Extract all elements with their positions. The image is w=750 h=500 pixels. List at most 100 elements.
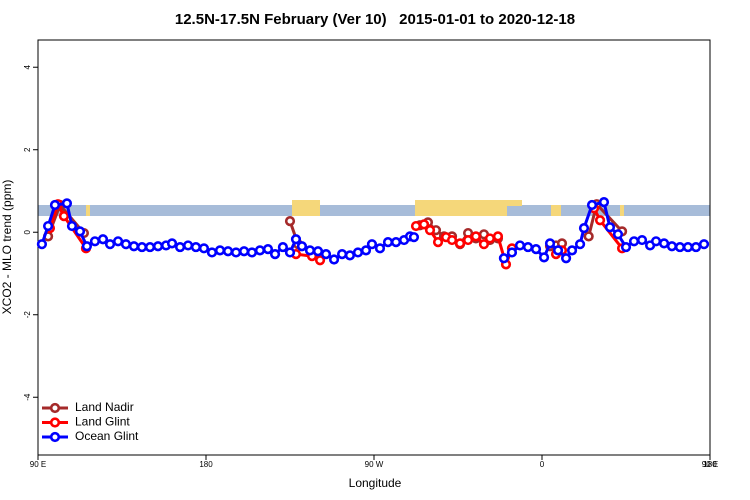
data-point (352, 247, 364, 258)
data-point (390, 237, 402, 248)
data-point (650, 236, 662, 247)
data-point (522, 241, 534, 253)
data-point (366, 239, 378, 250)
data-point (620, 241, 632, 253)
data-point (61, 198, 73, 209)
data-point (49, 199, 61, 211)
data-point (374, 243, 386, 254)
data-point (612, 229, 624, 240)
data-point (214, 245, 226, 256)
data-point (312, 246, 324, 257)
land-patch (551, 205, 561, 216)
data-point (277, 241, 289, 253)
data-point (552, 245, 564, 256)
data-point (544, 238, 556, 249)
data-point (506, 247, 518, 258)
data-point (284, 215, 296, 227)
data-point (120, 239, 132, 250)
data-point (254, 245, 266, 256)
data-point (336, 249, 348, 260)
data-point (174, 241, 186, 253)
x-tick-label: 90 E (702, 460, 718, 469)
y-axis-label: XCO2 - MLO trend (ppm) (0, 180, 14, 315)
legend-marker (49, 402, 61, 414)
land-patch (86, 205, 90, 216)
data-point (674, 241, 686, 253)
data-point (328, 254, 340, 265)
data-point (136, 241, 148, 253)
data-point (560, 253, 572, 264)
y-tick-label: 0 (23, 229, 32, 234)
data-point (81, 241, 93, 252)
data-point (690, 241, 702, 253)
data-point (566, 245, 578, 256)
data-point (112, 236, 124, 247)
data-point (462, 234, 474, 246)
data-point (246, 247, 258, 258)
land-patch (620, 205, 624, 216)
data-point (296, 241, 308, 252)
data-point (320, 249, 332, 260)
data-point (382, 237, 394, 248)
data-point (574, 239, 586, 250)
chart-title: 12.5N-17.5N February (Ver 10) 2015-01-01… (175, 11, 575, 28)
data-point (36, 239, 48, 250)
data-point (190, 241, 202, 253)
data-point (166, 238, 178, 249)
data-point (432, 237, 444, 248)
y-tick-label: 4 (23, 64, 32, 69)
data-point (128, 241, 140, 252)
legend-label: Ocean Glint (75, 429, 139, 443)
legend-marker (49, 431, 61, 443)
data-point (598, 197, 610, 208)
data-point (604, 222, 616, 233)
data-point (530, 244, 542, 255)
land-patch (415, 200, 507, 216)
data-point (97, 234, 109, 245)
land-ocean-strip (38, 200, 710, 216)
y-tick-label: 2 (23, 147, 32, 152)
data-point (498, 253, 510, 264)
data-point (89, 236, 101, 247)
data-point (514, 240, 526, 251)
data-point (484, 233, 496, 244)
data-point (682, 241, 694, 253)
data-point (314, 255, 326, 266)
x-tick-label: 0 (540, 460, 545, 469)
data-point (344, 250, 356, 261)
data-point (666, 241, 678, 252)
x-tick-label: 90 E (30, 460, 46, 469)
data-point (360, 245, 372, 256)
data-point (290, 234, 302, 245)
data-point (230, 247, 242, 258)
y-tick-label: -2 (23, 311, 32, 319)
data-point (104, 239, 116, 250)
data-point (269, 249, 281, 260)
data-point (410, 220, 422, 232)
data-point (418, 219, 430, 230)
data-point (424, 225, 436, 236)
data-point (470, 231, 482, 242)
data-point (66, 220, 78, 232)
data-point (408, 232, 420, 243)
data-point (262, 244, 274, 255)
y-tick-label: -4 (23, 393, 32, 401)
data-point (238, 246, 250, 257)
data-point (636, 234, 648, 246)
land-patch (506, 200, 522, 206)
data-point (284, 247, 296, 258)
series (36, 197, 710, 265)
data-point (578, 223, 590, 234)
data-point (446, 234, 458, 246)
data-point (304, 245, 316, 256)
data-point (492, 231, 504, 242)
data-point (478, 239, 490, 250)
data-point (182, 240, 194, 251)
data-point (583, 231, 594, 242)
x-axis-label: Longitude (349, 476, 402, 490)
data-point (74, 226, 86, 237)
data-point (144, 241, 156, 253)
land-patch (292, 200, 320, 216)
x-tick-label: 180 (703, 460, 717, 469)
data-point (222, 246, 234, 257)
